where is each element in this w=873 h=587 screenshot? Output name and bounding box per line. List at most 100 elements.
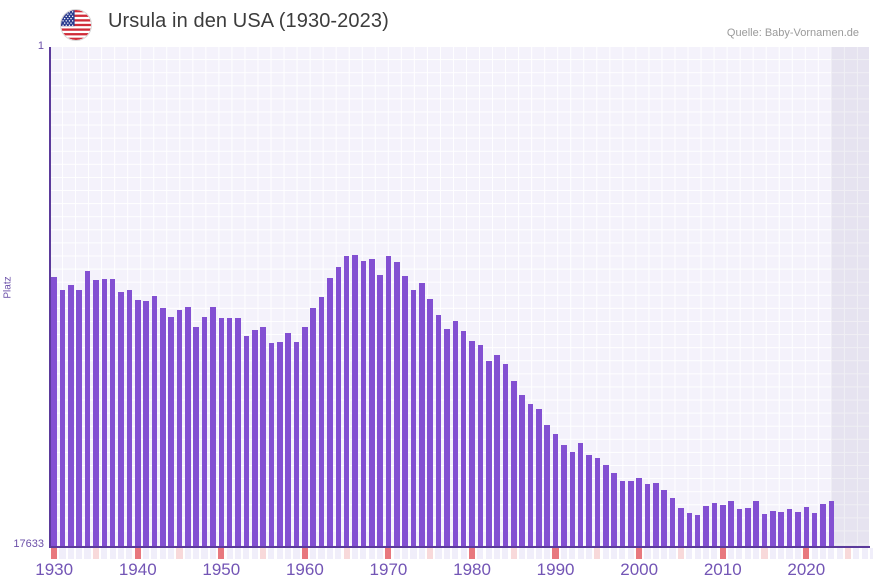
x-tick-cell — [51, 548, 58, 559]
x-tick-cell — [76, 548, 83, 559]
x-tick-cell — [251, 548, 258, 559]
bar — [602, 465, 609, 546]
x-tick-cell — [259, 548, 267, 559]
bar — [469, 341, 475, 546]
bar — [803, 506, 810, 546]
x-tick-cell — [410, 548, 417, 559]
x-axis-tick-label: 2010 — [703, 560, 742, 579]
bar — [444, 328, 450, 546]
x-tick-cell — [644, 548, 651, 559]
y-axis-title: Platz — [2, 276, 14, 299]
bar — [201, 316, 208, 546]
bar — [569, 451, 576, 546]
bar — [552, 434, 559, 546]
x-tick-cell — [669, 548, 676, 559]
bar — [243, 335, 250, 546]
bar — [285, 332, 291, 546]
bar — [343, 256, 350, 546]
x-tick-cell — [585, 548, 592, 559]
bar — [210, 307, 216, 546]
x-tick-cell — [485, 548, 492, 559]
x-tick-cell — [435, 548, 442, 559]
bar — [368, 259, 375, 546]
bar — [277, 341, 283, 546]
bar — [619, 480, 626, 546]
bar — [134, 299, 141, 546]
x-tick-cell — [477, 548, 484, 559]
x-tick-cell — [510, 548, 517, 559]
x-tick-cell — [376, 548, 384, 559]
bar — [126, 290, 133, 546]
bar — [778, 511, 784, 546]
bar — [410, 289, 417, 546]
page-title: Ursula in den USA (1930-2023) — [108, 10, 389, 32]
x-tick-cell — [92, 548, 99, 559]
x-tick-cell — [778, 548, 785, 559]
bar — [327, 278, 333, 546]
y-axis-label-top: 1 — [37, 40, 44, 52]
x-tick-cell — [811, 548, 818, 559]
x-axis-tick-label: 1930 — [35, 560, 74, 579]
bar — [310, 307, 316, 546]
x-tick-cell — [368, 548, 375, 559]
x-tick-cell — [460, 548, 467, 559]
x-tick-cell — [159, 548, 166, 559]
x-tick-cell — [502, 548, 509, 559]
x-tick-cell — [569, 548, 576, 559]
x-axis-tick-label: 1960 — [285, 560, 324, 579]
x-tick-cell — [151, 548, 158, 559]
x-tick-cell — [853, 548, 860, 559]
x-tick-cell — [652, 548, 659, 559]
x-axis-labels: 1930 1940 1950 1960 1970 1980 1990 2000 2010 2020 — [35, 560, 869, 587]
x-tick-cell — [744, 548, 751, 559]
bar — [335, 266, 342, 546]
us-flag-icon — [60, 9, 92, 41]
bar — [786, 509, 793, 546]
bar — [745, 507, 751, 546]
x-tick-cell — [402, 548, 409, 559]
bar — [795, 511, 801, 546]
bar — [694, 514, 701, 546]
x-tick-cell — [218, 548, 225, 559]
x-axis-tick-label: 1970 — [369, 560, 408, 579]
x-tick-cell — [452, 548, 459, 559]
x-tick-cell — [67, 548, 74, 559]
x-tick-cell — [594, 548, 601, 559]
bar — [736, 509, 743, 546]
bar — [101, 279, 108, 546]
x-tick-cell — [761, 548, 768, 559]
x-tick-cell — [769, 548, 776, 559]
x-tick-cell — [268, 548, 275, 559]
bar — [385, 256, 392, 546]
x-tick-cell — [360, 548, 367, 559]
bar — [527, 404, 534, 546]
x-tick-cell — [201, 548, 208, 559]
chart-header: Ursula in den USA (1930-2023) Quelle: Ba… — [0, 0, 873, 47]
x-tick-cell — [84, 548, 91, 559]
x-tick-cell — [836, 548, 843, 559]
bar — [76, 289, 82, 546]
x-axis-line — [49, 546, 870, 548]
x-tick-cell — [577, 548, 584, 559]
bar — [59, 289, 66, 546]
x-tick-cell — [677, 548, 684, 559]
bar — [669, 498, 676, 546]
bar — [151, 296, 158, 546]
x-tick-cell — [544, 548, 551, 559]
bar — [485, 361, 492, 546]
x-tick-cell — [226, 548, 233, 559]
x-tick-cell — [610, 548, 618, 559]
bar — [761, 513, 768, 546]
x-tick-cell — [293, 548, 300, 559]
bar — [719, 504, 726, 546]
source-credit: Quelle: Baby-Vornamen.de — [726, 27, 859, 39]
x-tick-cell — [443, 548, 450, 559]
bar — [235, 317, 241, 546]
x-tick-cell — [552, 548, 559, 559]
x-tick-cell — [560, 548, 567, 559]
x-tick-cell — [101, 548, 108, 559]
bar — [377, 274, 383, 546]
bar — [494, 354, 500, 546]
bar — [770, 510, 776, 546]
bar — [293, 342, 300, 546]
